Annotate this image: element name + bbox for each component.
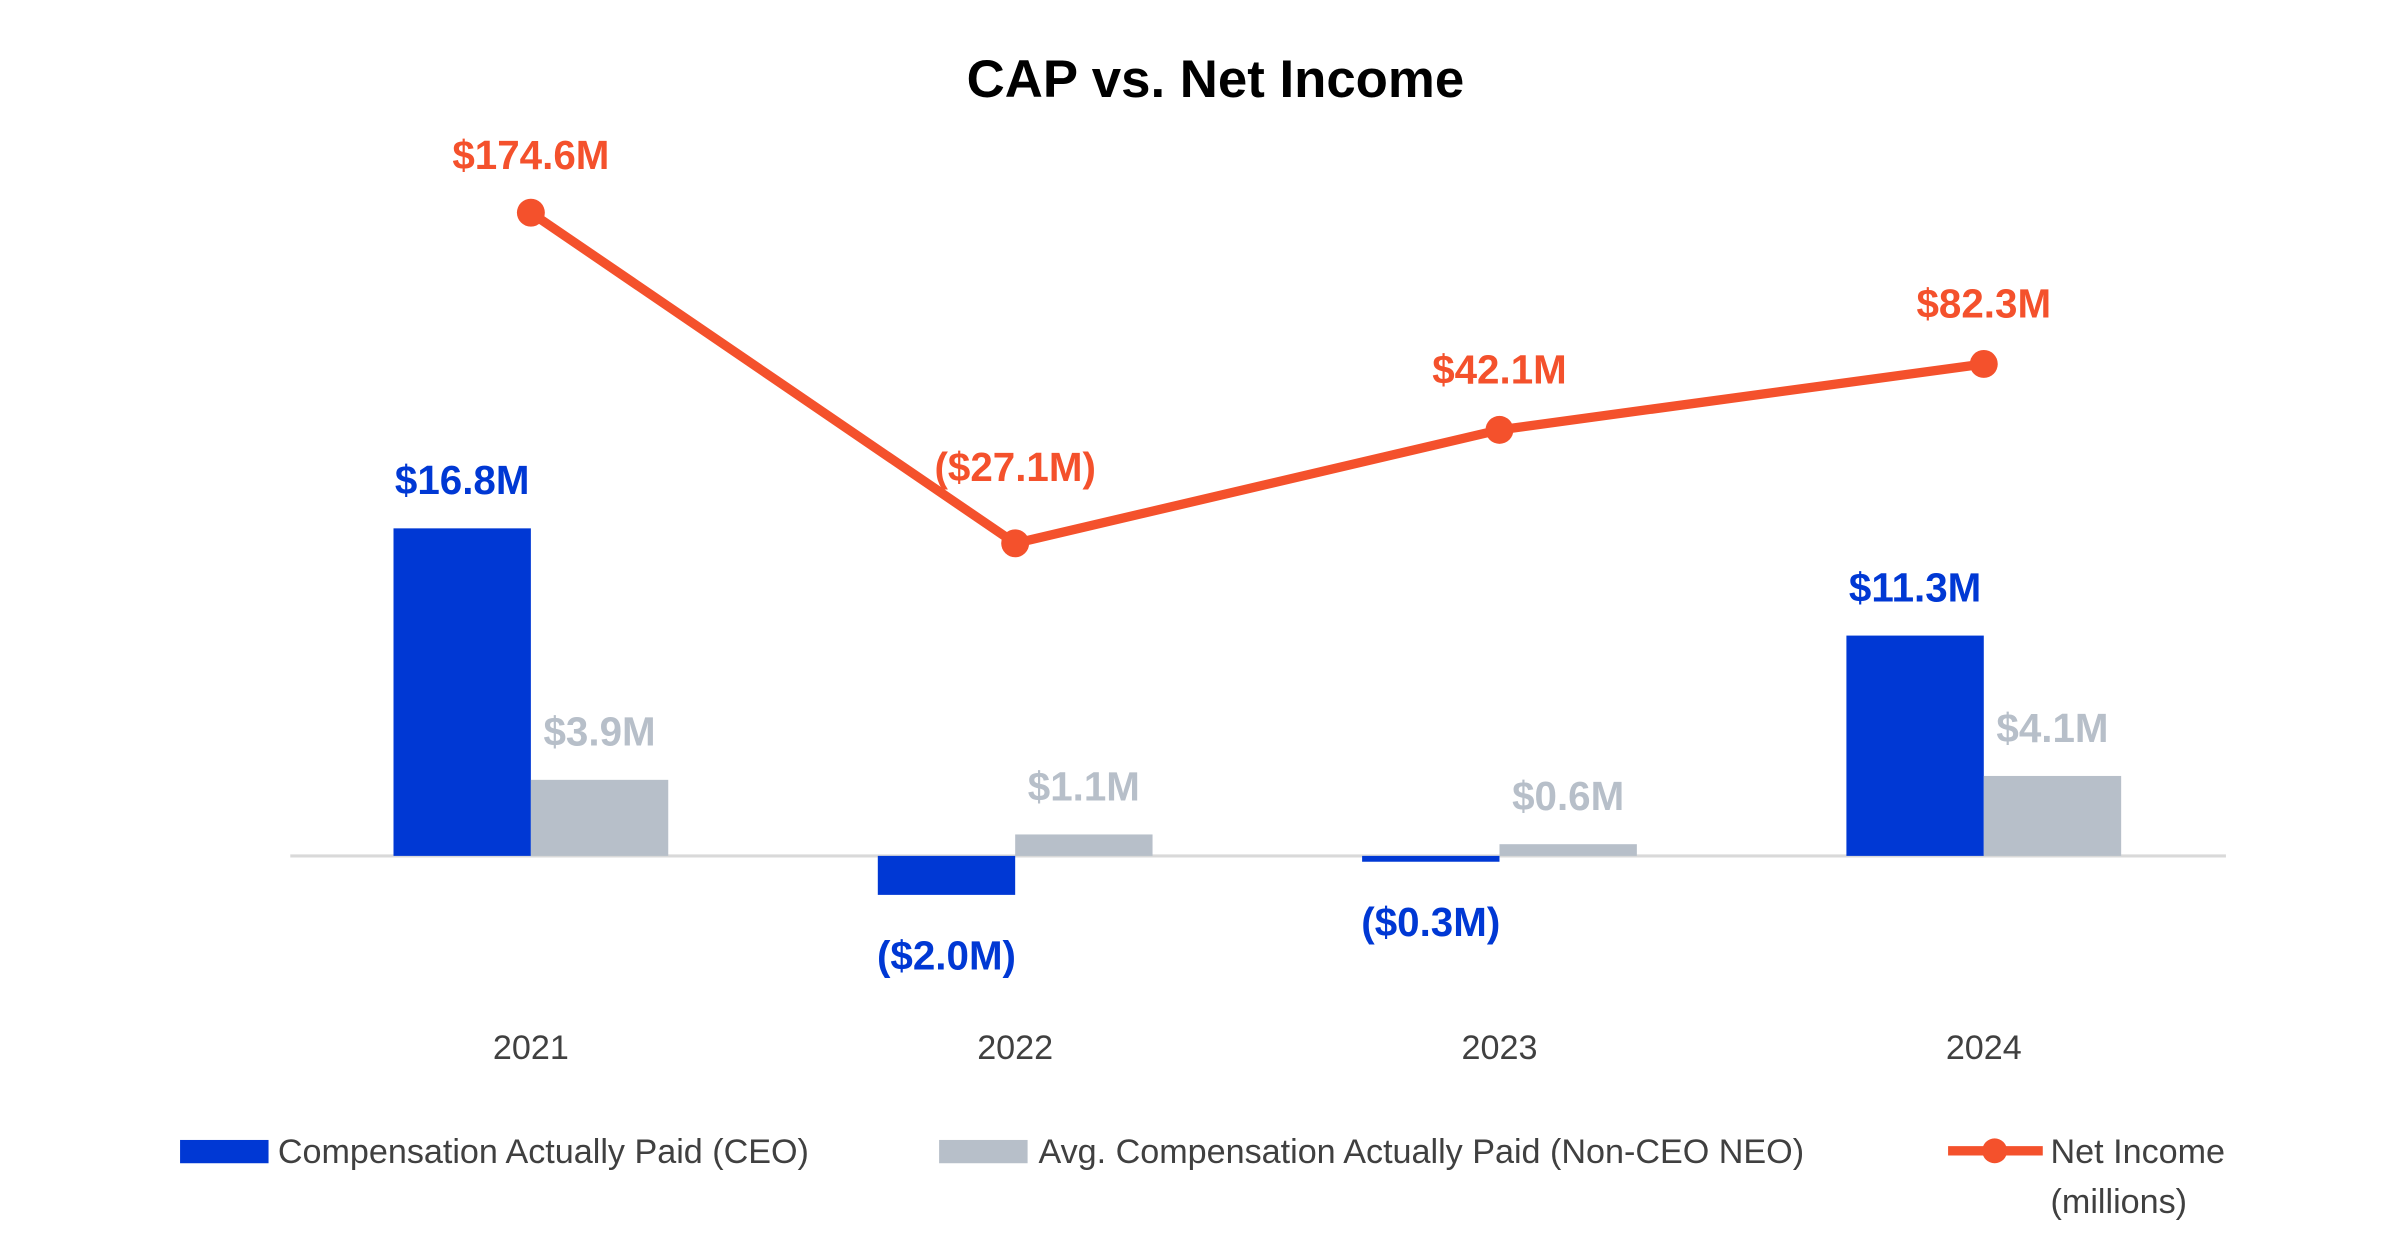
bar-neo-2022 bbox=[1015, 834, 1153, 856]
bar-neo-2024 bbox=[1983, 775, 2122, 856]
bar-ceo-2024 bbox=[1846, 635, 1984, 856]
bar-ceo-2023 bbox=[1362, 855, 1500, 862]
point-net-income-2021 bbox=[516, 198, 545, 227]
data-labels: $16.8M $3.9M ($2.0M) $1.1M ($0.3M) $0.6M $11.3… bbox=[395, 132, 2109, 978]
data-label-ceo-2022: ($2.0M) bbox=[877, 932, 1016, 978]
data-label-neo-2024: $4.1M bbox=[1996, 705, 2108, 751]
x-tick-2021: 2021 bbox=[493, 1029, 569, 1067]
data-label-ceo-2024: $11.3M bbox=[1849, 564, 1981, 610]
data-label-net-income-2022: ($27.1M) bbox=[934, 444, 1095, 490]
net-income-line-path bbox=[528, 208, 1985, 548]
bar-ceo-2022 bbox=[877, 855, 1016, 895]
data-label-net-income-2023: $42.1M bbox=[1432, 346, 1567, 392]
point-net-income-2022 bbox=[1001, 529, 1030, 558]
x-axis-ticks: 2021 2022 2023 2024 bbox=[493, 1029, 2022, 1067]
data-label-neo-2023: $0.6M bbox=[1512, 773, 1624, 819]
net-income-line bbox=[516, 198, 1998, 558]
legend-swatch-net-income-marker bbox=[1982, 1138, 2008, 1164]
bar-neo-2021 bbox=[530, 779, 669, 856]
bar-ceo-2021 bbox=[393, 528, 531, 856]
legend-label-ceo: Compensation Actually Paid (CEO) bbox=[278, 1133, 809, 1171]
x-tick-2022: 2022 bbox=[977, 1029, 1053, 1067]
legend: Compensation Actually Paid (CEO) Avg. Com… bbox=[180, 1133, 2225, 1221]
data-label-neo-2021: $3.9M bbox=[543, 709, 655, 755]
chart-title: CAP vs. Net Income bbox=[967, 50, 1465, 109]
bars bbox=[393, 528, 2122, 895]
point-net-income-2023 bbox=[1485, 415, 1514, 444]
data-label-ceo-2021: $16.8M bbox=[395, 457, 530, 503]
point-net-income-2024 bbox=[1969, 349, 1998, 378]
bar-neo-2023 bbox=[1499, 844, 1637, 856]
x-tick-2024: 2024 bbox=[1946, 1029, 2022, 1067]
legend-label-net-income-line1: Net Income bbox=[2051, 1133, 2226, 1171]
x-tick-2023: 2023 bbox=[1462, 1029, 1538, 1067]
data-label-net-income-2021: $174.6M bbox=[452, 132, 609, 178]
legend-label-neo: Avg. Compensation Actually Paid (Non-CEO… bbox=[1038, 1133, 1804, 1171]
data-label-ceo-2023: ($0.3M) bbox=[1361, 899, 1500, 945]
legend-swatch-ceo bbox=[180, 1139, 269, 1164]
data-label-net-income-2024: $82.3M bbox=[1916, 280, 2051, 326]
legend-swatch-neo bbox=[939, 1139, 1028, 1164]
data-label-neo-2022: $1.1M bbox=[1028, 763, 1140, 809]
legend-label-net-income-line2: (millions) bbox=[2051, 1183, 2187, 1221]
